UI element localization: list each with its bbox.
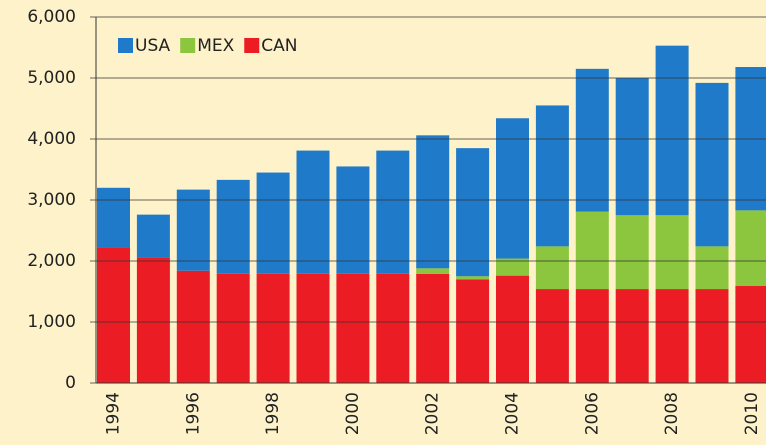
x-tick-label: 2008: [662, 392, 682, 435]
bar-segment: [416, 268, 450, 274]
bar-segment: [695, 82, 729, 247]
bar-segment: [376, 273, 410, 383]
bar-segment: [456, 276, 490, 280]
bar-segment: [535, 289, 569, 383]
bar-segment: [496, 258, 529, 276]
bar-segment: [655, 45, 689, 216]
bar-segment: [655, 289, 689, 383]
y-tick-label: 1,000: [27, 312, 76, 332]
bar-segment: [575, 68, 609, 212]
bar-segment: [416, 135, 450, 269]
bar-segment: [97, 187, 130, 248]
bar-segment: [695, 246, 729, 290]
legend-swatch: [118, 38, 133, 53]
bar-segment: [216, 179, 250, 274]
bar-segment: [176, 189, 210, 271]
bar-segment: [256, 273, 290, 383]
bar-segment: [575, 211, 609, 290]
x-tick-label: 1994: [104, 392, 124, 435]
bar-segment: [615, 289, 649, 383]
bar-segment: [535, 246, 569, 290]
bar-segment: [655, 215, 689, 290]
y-tick-label: 2,000: [27, 251, 76, 271]
bar-segment: [136, 257, 170, 383]
bar-segment: [615, 78, 649, 216]
bar-segment: [456, 279, 490, 383]
legend-label: MEX: [197, 36, 234, 56]
bar-segment: [735, 210, 766, 287]
x-tick-label: 2010: [742, 392, 762, 435]
bar-segment: [416, 273, 450, 383]
bar-segment: [296, 150, 330, 274]
bar-segment: [615, 215, 649, 290]
y-tick-label: 6,000: [27, 7, 76, 27]
x-tick-label: 1998: [263, 392, 283, 435]
y-tick-label: 5,000: [27, 68, 76, 88]
x-tick-label: 2002: [423, 392, 443, 435]
x-tick-label: 2004: [503, 392, 523, 435]
bar-segment: [336, 166, 370, 274]
bar-segment: [695, 289, 729, 383]
bar-segment: [575, 289, 609, 383]
legend-label: CAN: [261, 36, 297, 56]
bar-segment: [176, 270, 210, 383]
y-tick-label: 4,000: [27, 129, 76, 149]
x-tick-label: 2006: [582, 392, 602, 435]
x-tick-label: 2000: [343, 392, 363, 435]
bar-segment: [296, 273, 330, 383]
bar-segment: [535, 105, 569, 247]
bar-segment: [256, 172, 290, 274]
y-tick-label: 3,000: [27, 190, 76, 210]
bar-segment: [496, 275, 529, 383]
bar-segment: [496, 118, 529, 259]
bar-segment: [376, 150, 410, 274]
bar-segment: [97, 247, 130, 383]
legend-swatch: [180, 38, 196, 53]
legend-swatch: [244, 38, 260, 53]
bar-segment: [136, 214, 170, 258]
x-tick-label: 1996: [183, 392, 203, 435]
bar-segment: [336, 273, 370, 383]
y-tick-label: 0: [65, 373, 76, 393]
bar-segment: [216, 273, 250, 383]
bar-segment: [456, 148, 490, 277]
bar-segment: [735, 286, 766, 383]
legend-label: USA: [135, 36, 171, 56]
